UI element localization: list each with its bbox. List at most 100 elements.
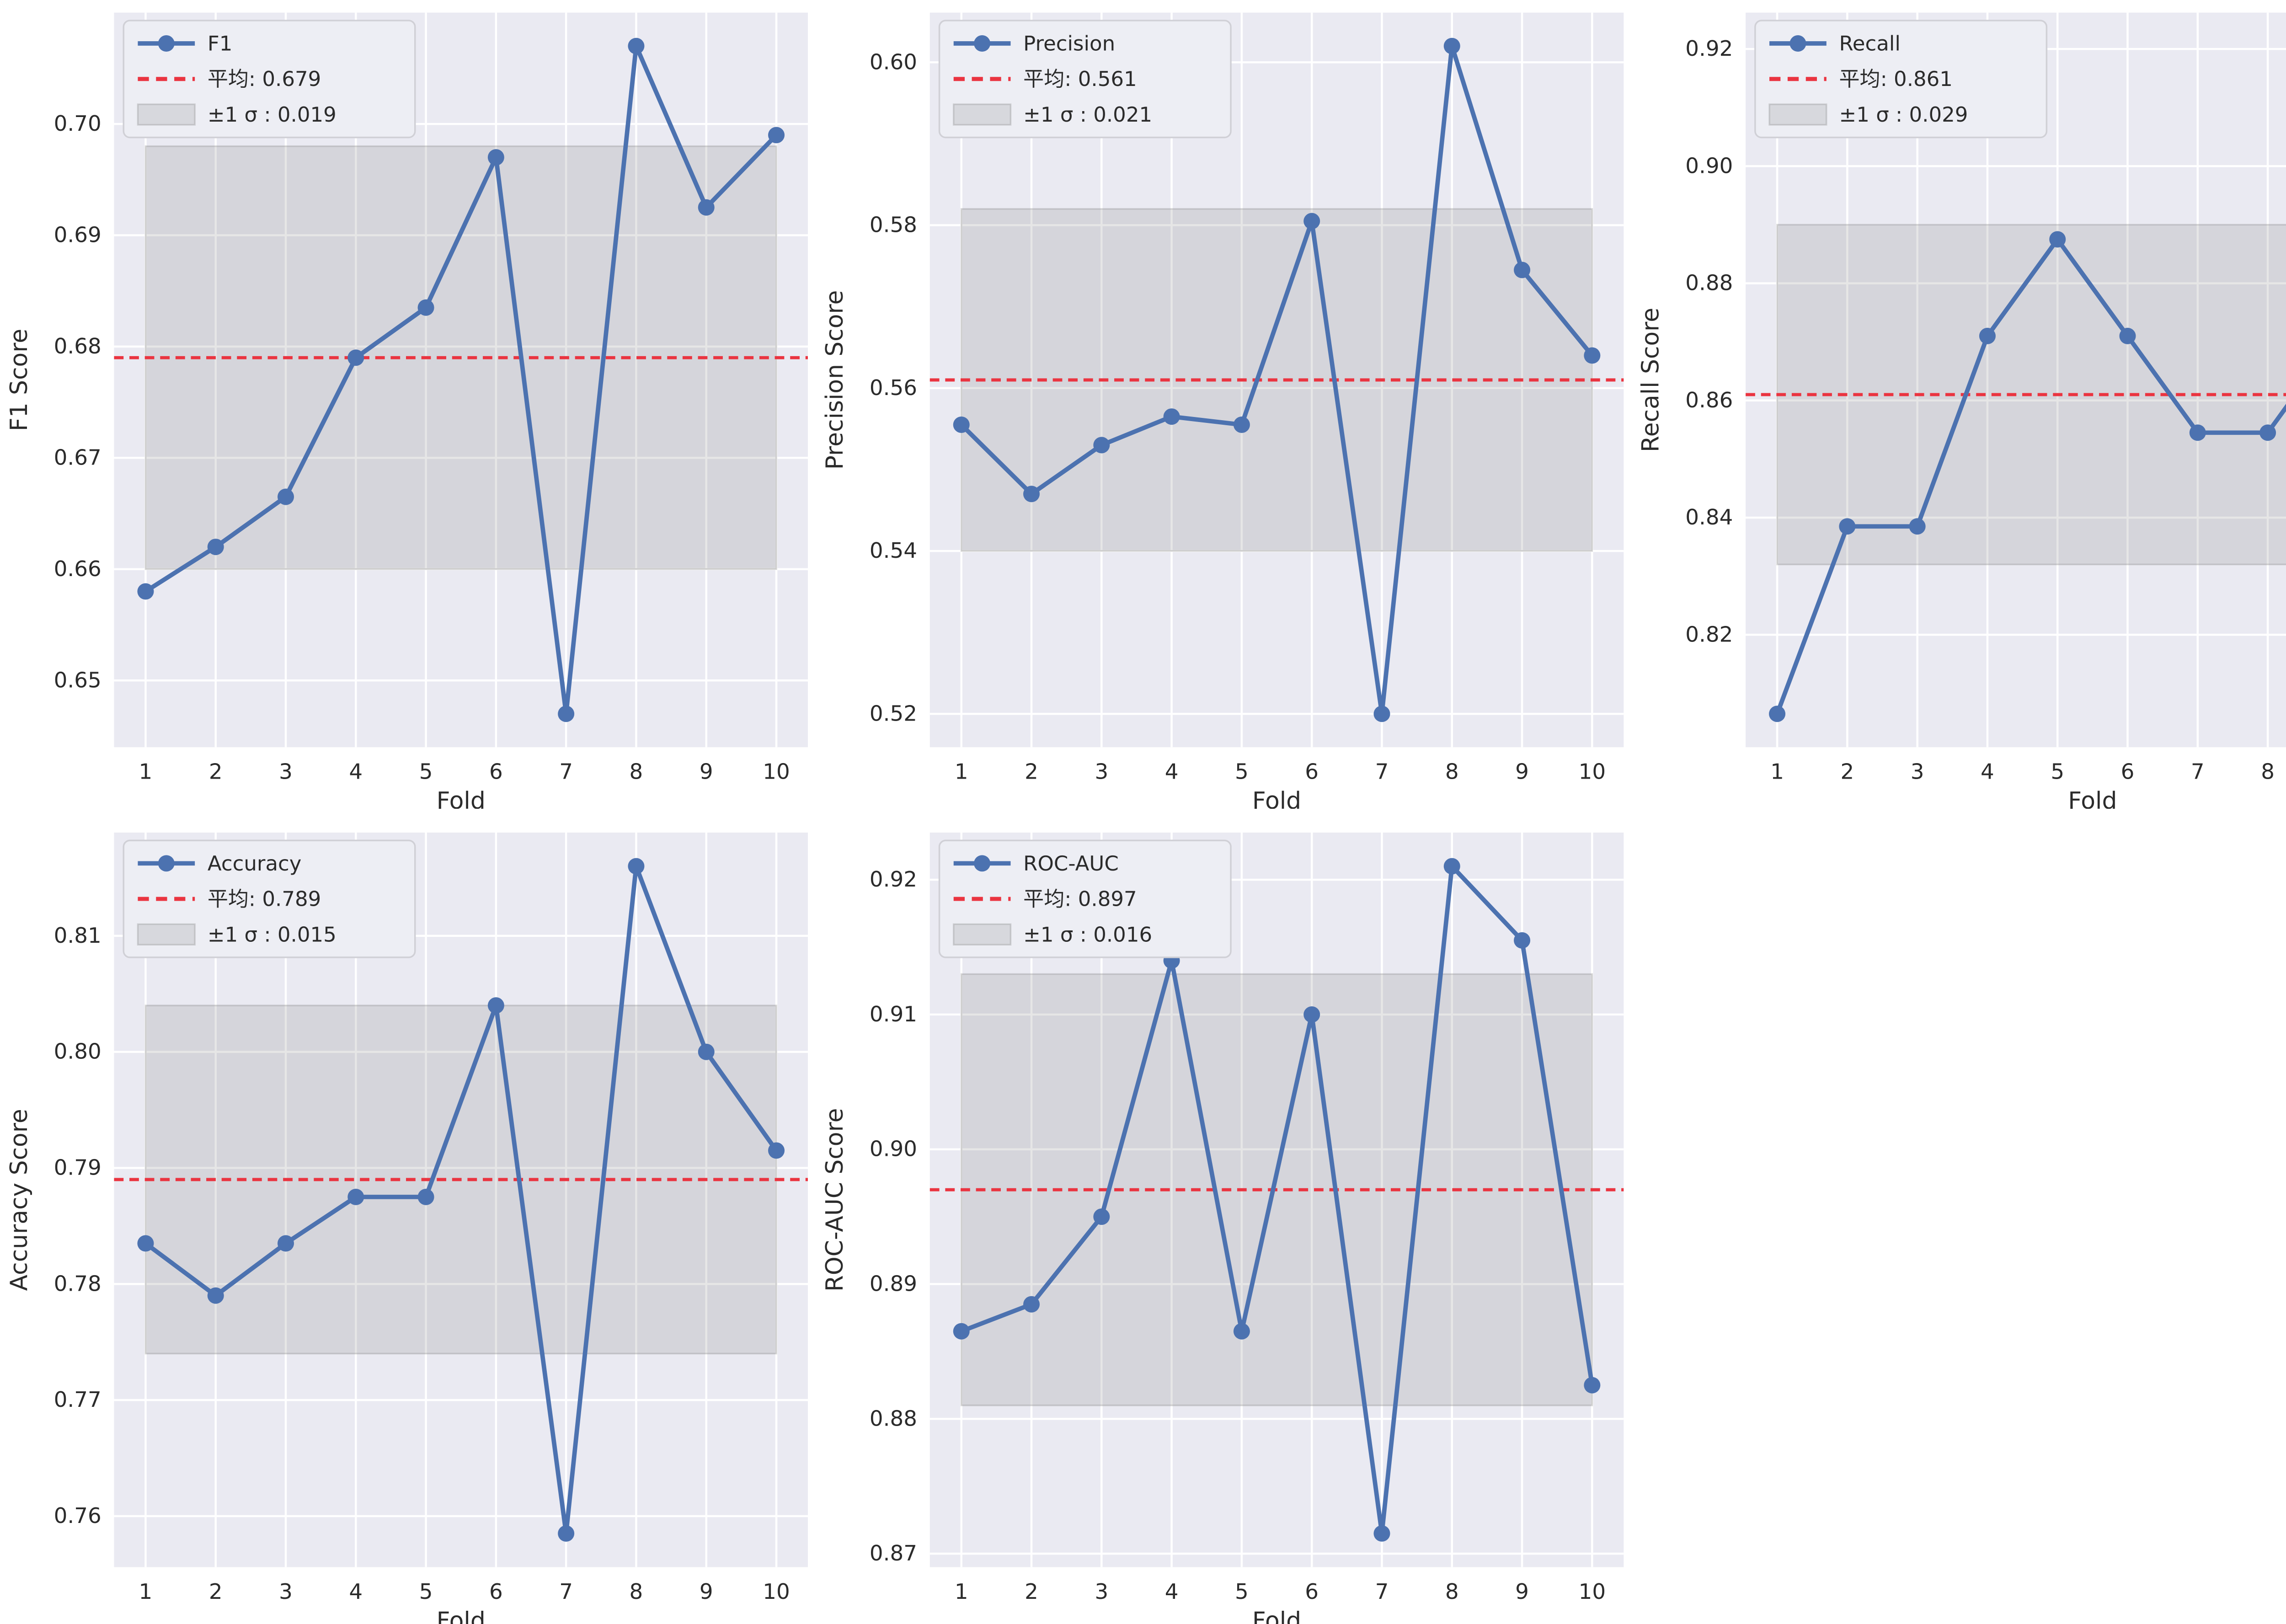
data-point <box>2189 424 2206 441</box>
legend-series-label: F1 <box>208 32 233 56</box>
x-tick-label: 1 <box>139 760 153 785</box>
legend-band-swatch <box>137 923 196 946</box>
legend-series-marker <box>158 855 175 872</box>
data-point <box>277 1235 294 1252</box>
legend: Recall 平均: 0.861 ±1 σ : 0.029 <box>1754 20 2048 139</box>
data-point <box>768 127 785 144</box>
legend-band-swatch <box>1768 103 1827 126</box>
y-tick-label: 0.82 <box>1685 622 1733 647</box>
y-tick-label: 0.70 <box>54 112 101 136</box>
y-tick-label: 0.77 <box>54 1388 101 1412</box>
y-tick-label: 0.79 <box>54 1156 101 1181</box>
chart-cell-roc-auc: 0.87 0.88 0.89 0.90 0.91 0.92 1 2 3 4 5 6 7 8 9 10 Fold R… <box>816 809 1632 1624</box>
x-tick-label: 8 <box>630 1580 643 1604</box>
y-axis-label: Accuracy Score <box>5 1109 33 1291</box>
legend-series-label: Recall <box>1839 32 1901 56</box>
y-tick-label: 0.66 <box>54 557 101 582</box>
empty-cell <box>1631 809 2286 1624</box>
data-point <box>1909 518 1926 535</box>
data-point <box>1233 1323 1250 1340</box>
x-tick-label: 10 <box>763 760 790 785</box>
y-tick-label: 0.89 <box>870 1272 917 1297</box>
data-point <box>2049 231 2066 248</box>
x-tick-label: 6 <box>2121 760 2135 785</box>
legend-box <box>123 839 416 958</box>
data-point <box>953 1323 970 1340</box>
data-point <box>1023 486 1040 502</box>
y-tick-label: 0.52 <box>870 701 917 726</box>
x-tick-label: 4 <box>1165 1580 1179 1604</box>
legend: Precision 平均: 0.561 ±1 σ : 0.021 <box>938 20 1232 139</box>
y-tick-label: 0.58 <box>870 213 917 238</box>
y-axis-label: Precision Score <box>821 290 849 470</box>
x-tick-label: 10 <box>763 1580 790 1604</box>
legend-mean-label: 平均: 0.861 <box>1839 67 1953 91</box>
x-tick-label: 3 <box>1095 760 1108 785</box>
x-tick-label: 9 <box>700 1580 713 1604</box>
data-point <box>1769 705 1786 722</box>
x-tick-label: 8 <box>630 760 643 785</box>
series-line <box>959 43 1595 716</box>
x-tick-label: 6 <box>489 760 503 785</box>
data-point <box>417 1188 434 1205</box>
x-axis-label: Fold <box>437 1607 486 1624</box>
data-point <box>2259 424 2276 441</box>
data-point <box>953 417 970 433</box>
series-line <box>959 864 1595 1536</box>
x-tick-label: 6 <box>489 1580 503 1604</box>
x-tick-label: 2 <box>1025 1580 1038 1604</box>
chart-cell-recall: 0.820.840.860.880.900.9212345678910FoldR… <box>1631 0 2286 809</box>
y-tick-label: 0.69 <box>54 223 101 248</box>
data-point <box>558 705 575 722</box>
data-point <box>1979 327 1996 344</box>
x-axis-label: Fold <box>437 787 486 809</box>
legend-band-swatch <box>953 923 1012 946</box>
data-point <box>487 997 504 1014</box>
chart-cell-f1: 0.65 0.66 0.67 0.68 0.69 0.70 1 2 3 4 5 6 7 8 9 10 Fold F… <box>0 0 816 809</box>
y-tick-label: 0.56 <box>870 376 917 401</box>
y-axis-label: ROC-AUC Score <box>821 1108 849 1292</box>
x-tick-label: 4 <box>349 760 363 785</box>
y-tick-label: 0.67 <box>54 445 101 470</box>
y-tick-label: 0.87 <box>870 1541 917 1566</box>
y-axis-label: Recall Score <box>1637 308 1664 452</box>
data-point <box>1839 518 1856 535</box>
y-tick-label: 0.90 <box>870 1137 917 1162</box>
data-point <box>347 1188 364 1205</box>
x-tick-label: 5 <box>419 760 433 785</box>
legend: ROC-AUC 平均: 0.897 ±1 σ : 0.016 <box>938 839 1232 958</box>
y-tick-label: 0.81 <box>54 924 101 948</box>
legend-series-marker <box>158 35 175 52</box>
legend-band-swatch <box>137 103 196 126</box>
data-point <box>698 199 715 216</box>
legend-mean-label: 平均: 0.897 <box>1023 887 1137 911</box>
legend: Accuracy 平均: 0.789 ±1 σ : 0.015 <box>123 839 416 958</box>
legend-mean-label: 平均: 0.561 <box>1023 67 1137 91</box>
x-axis-label: Fold <box>1252 1607 1301 1624</box>
x-tick-label: 1 <box>955 1580 968 1604</box>
legend-band-label: ±1 σ : 0.029 <box>1839 102 1968 127</box>
legend-band-label: ±1 σ : 0.015 <box>208 922 336 946</box>
y-tick-label: 0.68 <box>54 334 101 359</box>
y-tick-label: 0.91 <box>870 1002 917 1027</box>
x-tick-label: 6 <box>1305 760 1319 785</box>
data-point <box>1584 347 1601 364</box>
x-tick-label: 3 <box>279 760 293 785</box>
x-tick-label: 7 <box>2191 760 2205 785</box>
data-point <box>137 1235 154 1252</box>
data-point <box>558 1525 575 1542</box>
data-point <box>417 299 434 316</box>
y-tick-label: 0.54 <box>870 539 917 563</box>
x-tick-label: 9 <box>1515 1580 1529 1604</box>
y-tick-label: 0.92 <box>870 867 917 892</box>
x-tick-label: 1 <box>139 1580 153 1604</box>
legend-band-label: ±1 σ : 0.016 <box>1023 922 1152 946</box>
data-point <box>137 583 154 600</box>
y-tick-label: 0.60 <box>870 50 917 75</box>
data-point <box>1514 262 1531 278</box>
x-tick-label: 5 <box>2051 760 2064 785</box>
legend-series-label: Accuracy <box>208 851 302 876</box>
accuracy-chart: 0.76 0.77 0.78 0.79 0.80 0.81 1 2 3 4 5 6 7 8 9 10 Fold A… <box>5 832 808 1624</box>
legend-box <box>1754 20 2048 139</box>
data-point <box>698 1043 715 1060</box>
